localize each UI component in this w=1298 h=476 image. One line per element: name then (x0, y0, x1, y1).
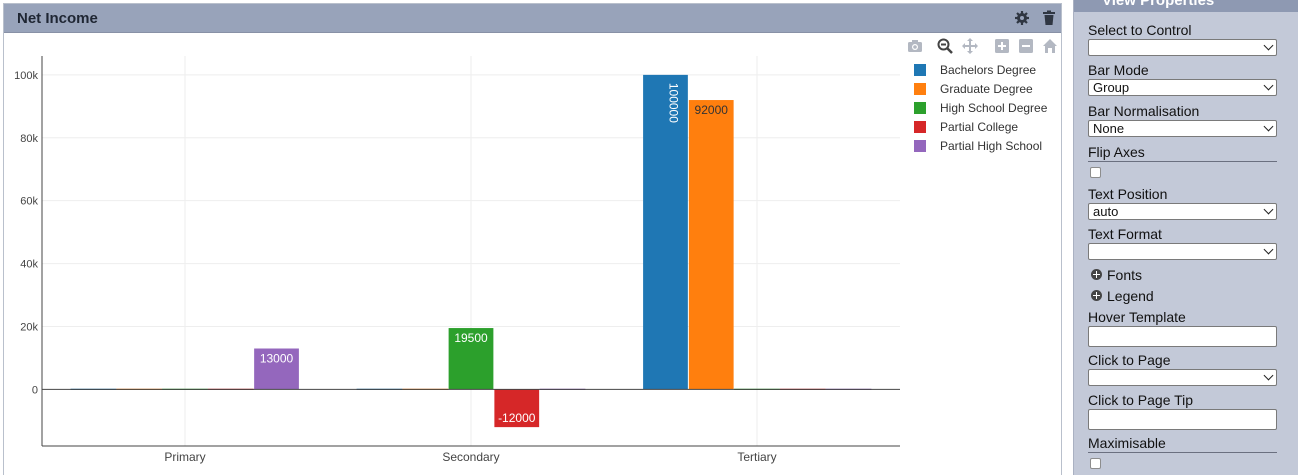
bar-normalisation-value: None (1093, 121, 1125, 136)
home-icon[interactable] (1042, 38, 1058, 54)
legend-swatch[interactable] (914, 83, 926, 95)
chevron-down-icon (1263, 121, 1274, 132)
bar[interactable] (448, 328, 494, 390)
zoom-in-icon[interactable] (994, 38, 1010, 54)
flip-axes-checkbox[interactable] (1090, 167, 1101, 178)
select-to-control-label: Select to Control (1088, 22, 1192, 38)
expand-plus-icon (1091, 269, 1102, 280)
chevron-down-icon (1263, 40, 1274, 51)
legend-swatch[interactable] (914, 121, 926, 133)
select-to-control: Select to Control (1088, 22, 1278, 56)
bar-data-label: 13000 (260, 352, 294, 366)
maximisable-checkbox[interactable] (1090, 458, 1101, 469)
select-to-control-dropdown[interactable] (1088, 39, 1277, 56)
flip-axes-label: Flip Axes (1088, 144, 1145, 160)
chevron-down-icon (1263, 204, 1274, 215)
y-tick-label: 100k (14, 70, 38, 82)
bar-mode-dropdown[interactable]: Group (1088, 79, 1277, 96)
y-tick-label: 20k (20, 321, 38, 333)
bar[interactable] (688, 100, 734, 390)
bar-data-label: 92000 (695, 103, 729, 117)
bar-chart: 0 20k 40k 60k 80k 100k Primary Secondary Tertiar… (14, 56, 1048, 464)
zoom-icon[interactable] (937, 38, 953, 54)
panel-title: Net Income (17, 10, 98, 27)
maximisable: Maximisable (1088, 435, 1278, 469)
y-tick-label: 40k (20, 259, 38, 271)
divider (1088, 452, 1277, 453)
chevron-down-icon (1263, 370, 1274, 381)
bar-normalisation-dropdown[interactable]: None (1088, 120, 1277, 137)
bar[interactable] (254, 348, 299, 390)
bar[interactable] (643, 74, 688, 390)
bar-mode-value: Group (1093, 80, 1130, 95)
bar-mode: Bar Mode Group (1088, 62, 1278, 96)
legend-entry-label[interactable]: Bachelors Degree (940, 63, 1036, 77)
text-format: Text Format (1088, 226, 1278, 260)
zoom-out-icon[interactable] (1018, 38, 1034, 54)
legend-entry-label[interactable]: Partial High School (940, 139, 1042, 153)
expand-plus-icon (1091, 290, 1102, 301)
camera-icon[interactable] (907, 38, 923, 54)
text-position: Text Position auto (1088, 186, 1278, 220)
chevron-down-icon (1263, 80, 1274, 91)
chevron-down-icon (1263, 244, 1274, 255)
hover-template: Hover Template (1088, 309, 1278, 347)
chart-panel: Net Income 0 20k 40k 60k 80k 100k Primary Secon… (3, 3, 1062, 475)
click-to-page-tip-label: Click to Page Tip (1088, 392, 1194, 408)
gear-icon[interactable] (1014, 10, 1030, 26)
bar-mode-label: Bar Mode (1088, 62, 1149, 78)
y-tick-label: 60k (20, 196, 38, 208)
click-to-page-tip: Click to Page Tip (1088, 392, 1278, 430)
click-to-page-dropdown[interactable] (1088, 369, 1277, 386)
legend-label: Legend (1107, 288, 1154, 304)
flip-axes: Flip Axes (1088, 144, 1278, 178)
view-properties-panel: View Properties Select to Control Bar Mo… (1073, 0, 1298, 475)
bar-data-label: 19500 (454, 331, 488, 345)
text-position-value: auto (1093, 204, 1119, 219)
bar-data-label: 100000 (666, 83, 680, 123)
x-tick-label: Tertiary (737, 450, 776, 464)
properties-header: View Properties (1074, 0, 1298, 12)
pan-icon[interactable] (962, 38, 978, 54)
bar-normalisation: Bar Normalisation None (1088, 103, 1278, 137)
text-position-label: Text Position (1088, 186, 1168, 202)
text-format-label: Text Format (1088, 226, 1162, 242)
legend-expander[interactable]: Legend (1090, 288, 1280, 304)
fonts-label: Fonts (1107, 267, 1143, 283)
panel-header: Net Income (4, 4, 1061, 33)
text-format-dropdown[interactable] (1088, 243, 1277, 260)
legend-entry-label[interactable]: High School Degree (940, 101, 1048, 115)
legend-entry-label[interactable]: Graduate Degree (940, 82, 1033, 96)
x-tick-label: Secondary (442, 450, 499, 464)
maximisable-label: Maximisable (1088, 435, 1166, 451)
click-to-page: Click to Page (1088, 352, 1278, 386)
x-tick-label: Primary (164, 450, 205, 464)
trash-icon[interactable] (1041, 10, 1057, 26)
y-tick-label: 0 (32, 384, 38, 396)
bar-data-label: -12000 (498, 411, 536, 425)
legend-swatch[interactable] (914, 140, 926, 152)
click-to-page-label: Click to Page (1088, 352, 1171, 368)
y-tick-label: 80k (20, 133, 38, 145)
hover-template-input[interactable] (1088, 326, 1277, 347)
legend-entry-label[interactable]: Partial College (940, 120, 1018, 134)
bar-normalisation-label: Bar Normalisation (1088, 103, 1200, 119)
fonts-expander[interactable]: Fonts (1090, 267, 1280, 283)
hover-template-label: Hover Template (1088, 309, 1186, 325)
text-position-dropdown[interactable]: auto (1088, 203, 1277, 220)
bar[interactable] (494, 389, 540, 428)
legend-swatch[interactable] (914, 64, 926, 76)
legend-swatch[interactable] (914, 102, 926, 114)
properties-title: View Properties (1102, 0, 1215, 9)
click-to-page-tip-input[interactable] (1088, 409, 1277, 430)
divider (1088, 161, 1277, 162)
